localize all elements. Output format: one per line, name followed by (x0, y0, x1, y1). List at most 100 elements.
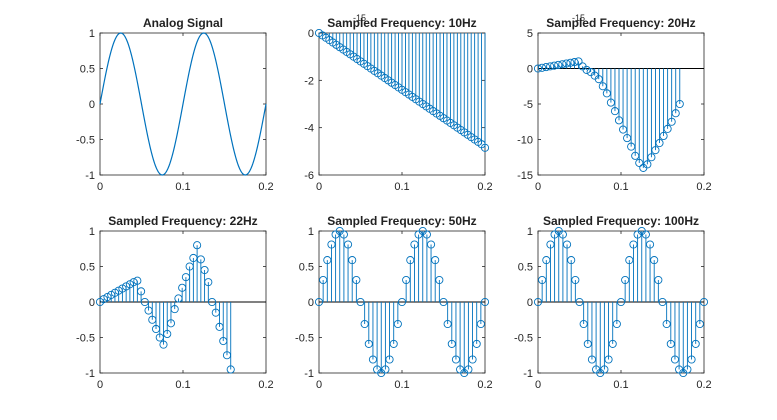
stem-marker (226, 365, 235, 374)
stem-marker (439, 297, 448, 307)
stem-marker (612, 319, 621, 329)
stem-marker (435, 275, 444, 285)
stem-marker (426, 240, 436, 249)
stem-marker (554, 60, 563, 69)
stem-marker (443, 319, 452, 329)
stem-marker (602, 89, 611, 98)
y-tick-label: 0 (89, 297, 95, 309)
stem-marker (343, 240, 353, 249)
x-tick-label: 0.2 (477, 181, 492, 193)
stem-marker (635, 158, 644, 167)
stem-marker (625, 256, 634, 265)
stem-marker (360, 319, 369, 329)
stem-marker (571, 275, 580, 285)
x-tick-label: 0.1 (613, 181, 628, 193)
y-tick-label: 0 (89, 99, 95, 111)
chart-title: Analog Signal (143, 16, 223, 30)
stem-marker (567, 256, 576, 265)
stem-marker (314, 297, 324, 307)
y-tick-label: -1 (304, 368, 314, 380)
stem-marker (671, 109, 680, 118)
exponent-label: -15 (353, 13, 366, 23)
y-tick-label: -10 (517, 135, 533, 147)
y-tick-label: 0.5 (80, 64, 95, 76)
chart-title: Sampled Frequency: 20Hz (546, 16, 695, 30)
stem-marker (476, 319, 485, 329)
stem-marker (650, 256, 659, 265)
x-tick-label: 0.1 (394, 181, 409, 193)
y-tick-label: -1 (85, 368, 95, 380)
stem-marker (327, 240, 336, 249)
stem-marker (631, 151, 640, 160)
x-tick-label: 0.1 (394, 379, 409, 391)
stem-marker (691, 339, 700, 348)
x-tick-label: 0.2 (258, 181, 273, 193)
x-tick-label: 0.2 (696, 379, 711, 391)
stem-marker (610, 107, 620, 116)
stem-marker (533, 297, 543, 307)
stem-marker (608, 339, 617, 348)
x-tick-label: 0.2 (696, 181, 711, 193)
stem-marker (538, 275, 547, 285)
stem-marker (583, 339, 592, 348)
stem-marker (666, 339, 675, 348)
stem-marker (464, 365, 473, 374)
stem-marker (563, 240, 572, 249)
stem-marker (627, 142, 636, 151)
stem-marker (410, 240, 419, 249)
stem-marker (385, 355, 394, 364)
y-tick-label: 0.5 (518, 262, 533, 274)
y-tick-label: -4 (304, 123, 314, 135)
stem-marker (604, 355, 613, 364)
stem-marker (451, 355, 461, 364)
y-tick-label: -0.5 (295, 333, 314, 345)
x-tick-label: 0 (535, 379, 541, 391)
stem-marker (533, 64, 543, 73)
x-tick-label: 0 (316, 181, 322, 193)
y-tick-label: -1 (85, 170, 95, 182)
y-tick-label: 1 (308, 226, 314, 238)
stem-marker (204, 278, 213, 287)
chart-title: Sampled Frequency: 10Hz (327, 16, 476, 30)
stem-marker (574, 57, 583, 66)
x-tick-label: 0.2 (258, 379, 273, 391)
stem-marker (200, 265, 209, 275)
subplot-6: 0 0.1 0.2 -1 -0.5 0 0.5 1 Sampled Frequency: 100… (514, 214, 712, 391)
stem-marker (402, 275, 411, 285)
stem-marker (352, 275, 361, 285)
stem-marker (598, 82, 607, 91)
y-tick-label: 5 (527, 28, 533, 40)
chart-title: Sampled Frequency: 50Hz (327, 214, 476, 228)
stem-marker (683, 365, 692, 374)
stem-marker (606, 98, 615, 107)
chart-title: Sampled Frequency: 100Hz (543, 214, 699, 228)
stem-marker (550, 61, 559, 70)
stem-marker (472, 339, 481, 348)
subplot-5: 0 0.1 0.2 -1 -0.5 0 0.5 1 Sampled Frequency: 50H… (295, 214, 493, 391)
exponent-label: -15 (572, 13, 585, 23)
y-tick-label: -0.5 (76, 135, 95, 147)
y-tick-label: -0.5 (514, 333, 533, 345)
stem-marker (447, 339, 456, 348)
stem-marker (579, 319, 588, 329)
stem-marker (654, 275, 663, 285)
stem-marker (431, 256, 440, 265)
stem-marker (348, 256, 357, 265)
stem-marker (558, 60, 567, 69)
stem-marker (655, 138, 664, 148)
x-tick-label: 0.2 (477, 379, 492, 391)
axes-frame (537, 32, 705, 176)
stem-marker (468, 355, 477, 364)
stem-marker (406, 256, 415, 265)
stem-marker (546, 62, 555, 71)
y-tick-label: -15 (517, 170, 533, 182)
y-tick-label: 0 (527, 64, 533, 76)
y-tick-label: -5 (523, 99, 533, 111)
stem-marker (542, 63, 551, 72)
y-tick-label: 1 (527, 226, 533, 238)
stem-marker (687, 355, 696, 364)
y-tick-label: 1 (89, 28, 95, 40)
x-tick-label: 0.1 (613, 379, 628, 391)
